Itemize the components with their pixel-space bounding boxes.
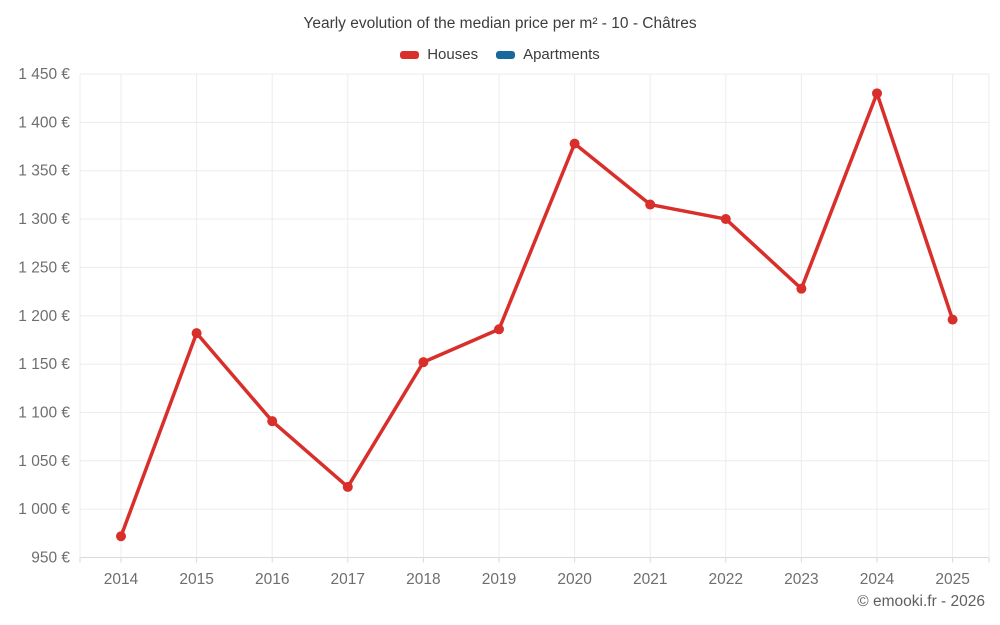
x-axis-tick-label: 2024 [860, 571, 895, 588]
houses-data-point-2014[interactable] [116, 531, 126, 542]
y-axis-tick-label: 1 400 € [18, 114, 70, 131]
houses-data-point-2018[interactable] [418, 357, 429, 368]
y-axis-tick-label: 1 250 € [18, 259, 70, 276]
y-axis-tick-label: 1 450 € [18, 66, 70, 83]
houses-data-point-2020[interactable] [569, 138, 580, 149]
x-axis-tick-label: 2020 [557, 571, 592, 588]
chart-legend: Houses Apartments [0, 46, 1000, 63]
y-axis-tick-label: 1 200 € [18, 308, 70, 325]
houses-series-line [119, 91, 955, 538]
legend-label: Apartments [523, 46, 600, 63]
houses-data-point-2019[interactable] [494, 324, 504, 335]
legend-item-apartments[interactable]: Apartments [496, 46, 600, 63]
apartments-series-swatch [496, 50, 516, 59]
y-axis-tick-label: 1 150 € [18, 356, 70, 373]
legend-item-houses[interactable]: Houses [400, 46, 478, 63]
x-axis-tick-label: 2019 [482, 571, 516, 588]
houses-series-swatch [400, 50, 420, 59]
houses-data-point-2015[interactable] [191, 328, 202, 339]
chart-title: Yearly evolution of the median price per… [303, 15, 697, 32]
x-axis-tick-label: 2017 [331, 571, 365, 588]
houses-data-point-2022[interactable] [720, 214, 731, 225]
houses-data-point-2024[interactable] [872, 88, 882, 99]
y-axis-tick-label: 1 000 € [18, 501, 70, 518]
y-axis-tick-label: 1 050 € [18, 453, 70, 470]
x-axis-tick-label: 2014 [104, 571, 139, 588]
x-axis-tick-label: 2022 [709, 571, 743, 588]
x-axis-tick-label: 2025 [935, 571, 969, 588]
houses-data-point-2021[interactable] [645, 199, 656, 210]
houses-data-point-2023[interactable] [796, 283, 807, 294]
y-axis-tick-label: 1 300 € [18, 211, 70, 228]
x-axis-tick-label: 2018 [406, 571, 440, 588]
x-axis-tick-label: 2023 [784, 571, 818, 588]
houses-data-point-2016[interactable] [267, 416, 278, 427]
y-axis-tick-label: 950 € [31, 550, 70, 567]
houses-data-point-2025[interactable] [947, 314, 958, 325]
y-axis-tick-label: 1 350 € [18, 163, 70, 180]
copyright-footer: © emooki.fr - 2026 [857, 593, 985, 610]
x-axis-tick-label: 2016 [255, 571, 289, 588]
y-axis-tick-label: 1 100 € [18, 404, 70, 421]
x-axis-tick-label: 2015 [179, 571, 213, 588]
legend-label: Houses [427, 46, 479, 63]
x-axis-tick-label: 2021 [633, 571, 667, 588]
houses-data-point-2017[interactable] [342, 481, 353, 492]
